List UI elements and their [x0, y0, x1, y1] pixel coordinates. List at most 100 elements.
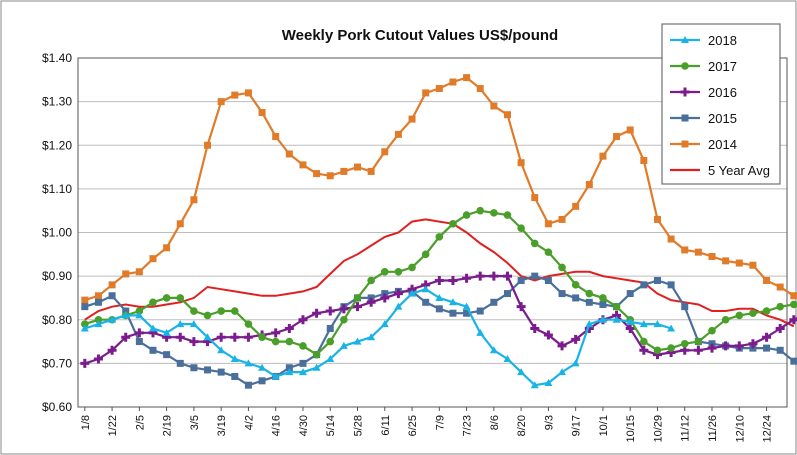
data-point: [667, 344, 675, 352]
data-point: [353, 302, 363, 312]
data-point: [121, 332, 131, 342]
data-point: [558, 368, 567, 376]
data-point: [721, 341, 731, 351]
data-point: [462, 273, 472, 283]
y-tick-label: $1.00: [42, 226, 72, 240]
x-tick-label: 11/26: [707, 415, 719, 442]
data-point: [176, 320, 185, 328]
data-point: [298, 368, 307, 376]
y-tick-label: $0.90: [42, 269, 72, 283]
data-point: [625, 323, 635, 333]
plot-area: [77, 57, 788, 408]
legend-item: 2017: [670, 59, 737, 74]
data-point: [80, 358, 90, 368]
x-tick-label: 10/1: [598, 415, 610, 436]
data-point: [544, 379, 553, 387]
y-tick-label: $1.20: [42, 138, 72, 152]
data-point: [230, 307, 239, 315]
data-point: [612, 315, 621, 323]
data-point: [708, 252, 716, 260]
data-point: [176, 359, 184, 367]
data-point: [640, 281, 648, 289]
data-point: [762, 332, 772, 342]
data-point: [626, 317, 635, 325]
legend-label: 2018: [708, 33, 737, 48]
data-point: [748, 339, 758, 349]
data-point: [258, 363, 267, 371]
y-tick-label: $1.30: [42, 95, 72, 109]
data-point: [585, 298, 593, 306]
data-point: [340, 315, 348, 324]
data-point: [667, 235, 675, 243]
data-point: [721, 315, 730, 324]
data-point: [326, 355, 335, 363]
data-point: [122, 270, 130, 278]
data-point: [626, 126, 634, 134]
series-5-year-avg: [84, 218, 795, 328]
data-point: [367, 333, 376, 341]
data-point: [108, 292, 116, 300]
data-point: [422, 89, 430, 97]
data-point: [448, 298, 457, 306]
data-point: [449, 309, 457, 317]
data-point: [681, 36, 689, 43]
data-point: [243, 332, 253, 342]
data-point: [122, 307, 130, 315]
data-point: [271, 337, 280, 346]
data-point: [421, 250, 430, 259]
data-point: [434, 275, 444, 285]
data-point: [217, 98, 225, 106]
data-point: [175, 332, 185, 342]
x-tick-label: 4/30: [298, 415, 310, 436]
data-point: [572, 294, 580, 302]
data-point: [312, 363, 321, 371]
data-point: [149, 346, 157, 354]
data-point: [599, 152, 607, 160]
data-point: [585, 181, 593, 189]
data-point: [271, 328, 281, 338]
data-point: [640, 157, 648, 165]
data-point: [463, 74, 471, 82]
data-point: [681, 114, 689, 122]
series-2018: [80, 285, 676, 389]
x-tick-label: 3/19: [216, 415, 228, 436]
y-axis: $0.60 $0.70 $0.80 $0.90 $1.00 $1.10 $1.20 $1.30…: [42, 51, 72, 414]
data-point: [599, 300, 607, 308]
data-point: [408, 115, 416, 123]
x-tick-label: 1/22: [107, 415, 119, 436]
data-point: [653, 276, 661, 284]
data-point: [653, 346, 662, 355]
data-point: [489, 271, 499, 281]
data-point: [284, 323, 294, 333]
data-point: [380, 320, 389, 328]
data-point: [694, 337, 703, 346]
data-point: [162, 294, 171, 302]
data-point: [203, 311, 212, 320]
y-tick-label: $0.60: [42, 400, 72, 414]
data-point: [312, 308, 322, 318]
data-point: [204, 366, 212, 374]
data-point: [162, 328, 171, 336]
y-tick-label: $0.80: [42, 313, 72, 327]
data-point: [544, 276, 552, 284]
data-point: [735, 259, 743, 267]
y-tick-label: $1.10: [42, 182, 72, 196]
data-point: [216, 332, 226, 342]
x-tick-label: 9/3: [543, 415, 555, 430]
x-tick-label: 10/15: [625, 415, 637, 443]
x-tick-label: 4/16: [271, 415, 283, 436]
x-tick-label: 3/5: [189, 415, 201, 430]
data-point: [285, 368, 294, 376]
x-tick-label: 7/23: [462, 415, 474, 436]
x-tick-label: 1/8: [80, 415, 92, 430]
data-point: [776, 346, 784, 354]
data-point: [148, 324, 157, 332]
data-point: [134, 328, 144, 338]
data-point: [149, 298, 157, 307]
data-point: [94, 298, 102, 306]
data-point: [421, 285, 430, 293]
legend-item: 2018: [670, 33, 737, 48]
data-point: [135, 268, 143, 276]
